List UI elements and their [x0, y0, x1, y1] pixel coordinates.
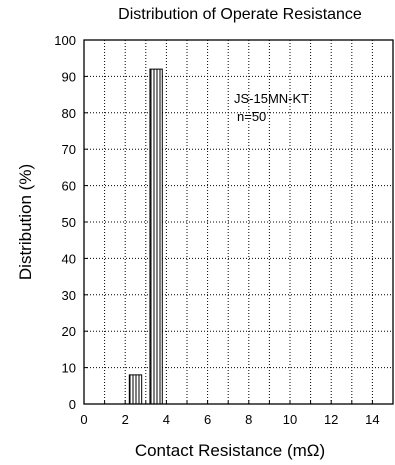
bar-1: [149, 68, 163, 405]
grid: [84, 40, 393, 404]
y-tick-label: 90: [62, 69, 76, 84]
y-tick-label: 70: [62, 142, 76, 157]
annotation-model: JS-15MN-KT: [234, 91, 309, 106]
axis-ticks: 0 2 4 6 8 10 12 14 0 10 20 30 40 50 60 70 80 90 100: [54, 33, 379, 427]
x-tick-label: 6: [204, 412, 211, 427]
x-tick-label: 2: [122, 412, 129, 427]
y-tick-label: 60: [62, 179, 76, 194]
x-tick-label: 10: [283, 412, 297, 427]
y-tick-label: 40: [62, 251, 76, 266]
x-tick-label: 8: [245, 412, 252, 427]
x-axis-label: Contact Resistance (mΩ): [135, 441, 325, 460]
annotation-sample-size: n=50: [237, 109, 266, 124]
x-tick-label: 14: [365, 412, 379, 427]
x-tick-label: 12: [324, 412, 338, 427]
y-tick-label: 30: [62, 288, 76, 303]
bars: [128, 68, 163, 405]
bar-0: [128, 374, 143, 405]
y-tick-label: 100: [54, 33, 76, 48]
chart-title: Distribution of Operate Resistance: [118, 6, 362, 23]
x-tick-label: 0: [80, 412, 87, 427]
y-tick-label: 50: [62, 215, 76, 230]
y-tick-label: 0: [69, 397, 76, 412]
y-tick-label: 10: [62, 361, 76, 376]
y-tick-label: 80: [62, 106, 76, 121]
y-axis-label: Distribution (%): [16, 164, 35, 280]
y-tick-label: 20: [62, 324, 76, 339]
x-tick-label: 4: [163, 412, 170, 427]
